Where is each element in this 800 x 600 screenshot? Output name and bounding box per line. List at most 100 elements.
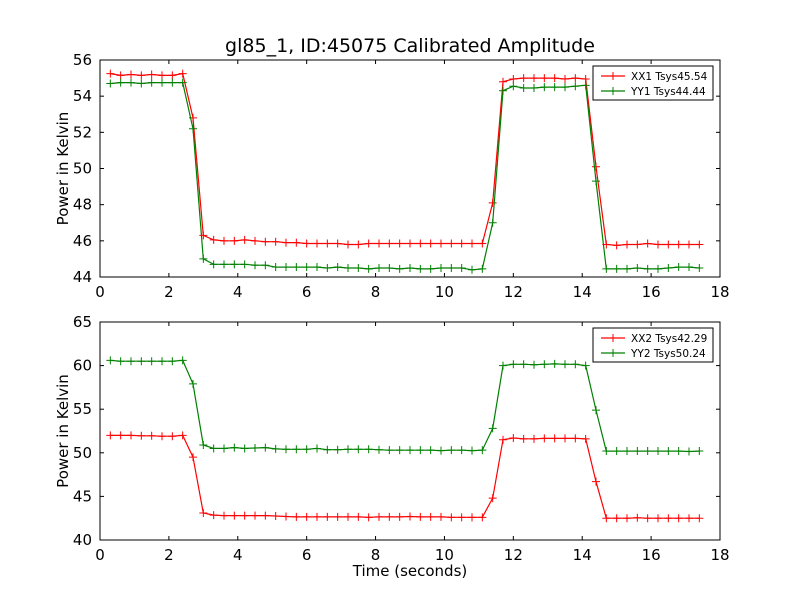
- data-point: [189, 124, 197, 133]
- data-point: [633, 240, 642, 249]
- x-tick-label: 0: [95, 283, 105, 301]
- data-point: [116, 71, 125, 80]
- data-point: [447, 239, 456, 248]
- data-point: [147, 357, 156, 366]
- data-point: [395, 446, 404, 455]
- data-point: [344, 445, 352, 454]
- subplot-2: 0 2 4 6 8 10 12 14 16 18 40 45 50 55 60 65 Power in Kelv…: [54, 313, 730, 564]
- data-point: [437, 512, 445, 521]
- data-point: [550, 434, 559, 443]
- x-tick-label: 2: [164, 546, 174, 564]
- x-tick-label: 16: [642, 283, 661, 301]
- plot-frame-2: [99, 321, 721, 541]
- data-point: [323, 239, 332, 248]
- data-point: [602, 264, 611, 273]
- data-point: [695, 240, 704, 249]
- data-point: [271, 512, 280, 521]
- data-point: [199, 231, 208, 240]
- legend-marker: [609, 87, 617, 95]
- data-point: [168, 71, 177, 80]
- data-point: [571, 74, 580, 83]
- data-point: [468, 446, 476, 455]
- x-tick-label: 0: [95, 546, 105, 564]
- data-point: [437, 446, 445, 455]
- data-point: [333, 512, 342, 521]
- data-point: [127, 357, 135, 366]
- data-point: [302, 263, 311, 272]
- data-point: [168, 432, 177, 441]
- data-point: [271, 237, 280, 246]
- x-tick-label: 6: [302, 283, 312, 301]
- data-point: [488, 218, 497, 227]
- data-point: [313, 263, 321, 272]
- data-point: [664, 514, 673, 523]
- data-point: [581, 81, 590, 90]
- y-tick-label: 52: [73, 123, 92, 141]
- data-point: [447, 263, 456, 272]
- data-point: [127, 70, 135, 79]
- legend-marker: [609, 334, 617, 342]
- x-tick-label: 12: [504, 546, 523, 564]
- data-point: [457, 513, 466, 522]
- data-point: [447, 446, 456, 455]
- data-point: [106, 69, 115, 78]
- data-point: [261, 443, 270, 452]
- data-point: [220, 444, 228, 453]
- y-tick-label: 46: [73, 232, 92, 250]
- x-tick-label: 4: [233, 283, 243, 301]
- data-point: [685, 514, 693, 523]
- data-point: [519, 84, 528, 93]
- data-point: [519, 434, 528, 443]
- data-point: [499, 77, 507, 86]
- series-line-1-2: [110, 81, 700, 271]
- legend-2: XX2 Tsys42.29 YY2 Tsys50.24: [592, 327, 714, 363]
- figure-title: gl85_1, ID:45075 Calibrated Amplitude: [225, 35, 595, 57]
- data-point: [478, 264, 487, 273]
- y-tick-label: 45: [73, 487, 92, 505]
- data-point: [654, 264, 662, 273]
- series-line-2-1: [110, 434, 700, 519]
- y-tick-label: 50: [73, 444, 92, 462]
- data-point: [592, 477, 600, 486]
- legend-label: YY2 Tsys50.24: [630, 348, 706, 360]
- data-point: [178, 356, 187, 365]
- data-point: [375, 263, 383, 272]
- data-point: [189, 379, 197, 388]
- data-point: [623, 447, 631, 456]
- data-point: [199, 440, 208, 449]
- data-point: [116, 431, 125, 440]
- data-point: [447, 513, 456, 522]
- data-point: [395, 512, 404, 521]
- data-point: [468, 239, 476, 248]
- series-markers-2-2: [106, 356, 704, 456]
- data-point: [509, 74, 518, 83]
- data-point: [292, 512, 301, 521]
- data-point: [530, 84, 538, 93]
- data-point: [230, 511, 239, 520]
- data-point: [571, 360, 580, 369]
- y-tick-label: 55: [73, 400, 92, 418]
- data-point: [302, 239, 311, 248]
- data-point: [581, 434, 590, 443]
- y-tick-label: 50: [73, 160, 92, 178]
- data-point: [261, 261, 270, 270]
- data-point: [674, 447, 683, 456]
- data-point: [406, 446, 414, 455]
- data-point: [137, 79, 146, 88]
- data-point: [385, 263, 394, 272]
- data-point: [116, 357, 125, 366]
- data-point: [168, 357, 177, 366]
- data-point: [261, 237, 270, 246]
- x-tick-label: 8: [371, 546, 381, 564]
- data-point: [178, 78, 187, 87]
- data-point: [282, 238, 290, 247]
- data-point: [385, 512, 394, 521]
- y-tick-label: 40: [73, 531, 92, 549]
- data-point: [540, 360, 549, 369]
- data-point: [106, 356, 115, 365]
- data-point: [333, 239, 342, 248]
- y-tick-label: 44: [73, 268, 92, 286]
